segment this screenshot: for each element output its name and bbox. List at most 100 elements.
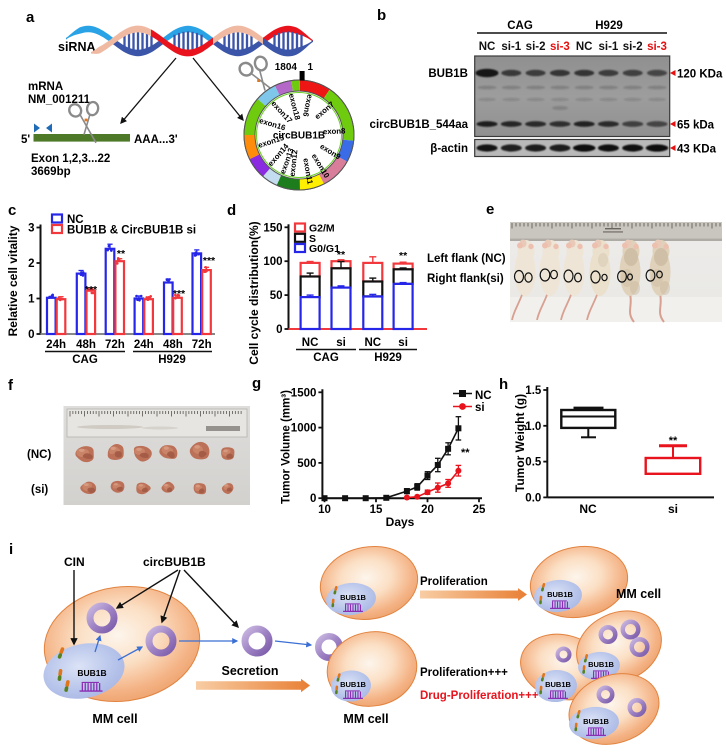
svg-text:0: 0	[28, 329, 34, 341]
svg-text:Relative cell vitality: Relative cell vitality	[6, 225, 20, 336]
svg-text:***: ***	[173, 288, 186, 300]
svg-text:43 KDa: 43 KDa	[677, 144, 717, 156]
svg-text:si-3: si-3	[647, 41, 667, 53]
svg-text:BUB1B: BUB1B	[583, 717, 609, 726]
svg-text:si-1: si-1	[501, 41, 521, 53]
svg-text:exon12: exon12	[288, 149, 300, 177]
svg-text:si-3: si-3	[550, 41, 570, 53]
svg-text:10: 10	[318, 504, 331, 516]
svg-text:Proliferation: Proliferation	[420, 576, 488, 588]
svg-text:d: d	[227, 202, 236, 219]
svg-text:BUB1B: BUB1B	[545, 680, 571, 689]
svg-text:(si): (si)	[31, 484, 48, 496]
svg-text:0: 0	[276, 324, 282, 336]
svg-text:si-2: si-2	[526, 41, 546, 53]
svg-text:h: h	[499, 376, 508, 393]
svg-text:BUB1B: BUB1B	[547, 590, 573, 599]
svg-text:BUB1B: BUB1B	[340, 680, 366, 689]
svg-text:120 KDa: 120 KDa	[677, 69, 723, 81]
svg-text:NC: NC	[576, 41, 593, 53]
svg-text:S: S	[309, 233, 316, 245]
svg-text:MM cell: MM cell	[616, 587, 661, 601]
svg-text:a: a	[26, 9, 35, 26]
svg-text:25: 25	[473, 504, 486, 516]
svg-text:**: **	[399, 250, 408, 262]
svg-text:BUB1B: BUB1B	[77, 668, 106, 678]
svg-text:circBUB1B_544aa: circBUB1B_544aa	[370, 119, 469, 131]
svg-text:si: si	[668, 502, 678, 516]
svg-text:circBUB1B: circBUB1B	[273, 131, 325, 142]
svg-text:**: **	[669, 435, 678, 447]
svg-text:24h: 24h	[134, 339, 154, 351]
svg-text:c: c	[8, 202, 16, 219]
svg-text:15: 15	[370, 504, 383, 516]
svg-text:H929: H929	[158, 354, 186, 366]
svg-text:H929: H929	[595, 20, 623, 32]
svg-text:si: si	[475, 402, 485, 414]
svg-text:**: **	[117, 248, 126, 260]
svg-text:si-1: si-1	[598, 41, 618, 53]
svg-text:NC: NC	[479, 41, 496, 53]
svg-text:exon8: exon8	[323, 126, 346, 136]
svg-text:i: i	[9, 541, 13, 558]
svg-text:H929: H929	[374, 352, 402, 364]
svg-text:CIN: CIN	[64, 555, 85, 569]
svg-text:BUB1B: BUB1B	[588, 660, 614, 669]
svg-text:72h: 72h	[105, 339, 125, 351]
svg-text:CAG: CAG	[313, 352, 339, 364]
svg-text:si: si	[398, 337, 408, 349]
svg-text:G2/M: G2/M	[309, 223, 335, 235]
svg-text:Drug-Proliferation+++: Drug-Proliferation+++	[420, 690, 539, 702]
svg-text:1: 1	[28, 294, 35, 306]
svg-text:NM_001211: NM_001211	[28, 94, 91, 106]
svg-text:48h: 48h	[163, 339, 183, 351]
svg-text:Secretion: Secretion	[222, 664, 279, 678]
svg-text:g: g	[252, 375, 261, 392]
svg-text:NC: NC	[302, 337, 319, 349]
svg-text:72h: 72h	[192, 339, 212, 351]
svg-text:3669bp: 3669bp	[31, 166, 71, 178]
svg-text:***: ***	[85, 284, 98, 296]
svg-text:**: **	[337, 249, 346, 261]
svg-text:1: 1	[308, 62, 314, 73]
svg-text:0.0: 0.0	[525, 492, 541, 504]
svg-text:3: 3	[28, 223, 34, 235]
svg-text:1500: 1500	[291, 387, 317, 399]
svg-text:si-2: si-2	[623, 41, 643, 53]
svg-text:BUB1B & CircBUB1B si: BUB1B & CircBUB1B si	[67, 225, 196, 237]
svg-text:BUB1B: BUB1B	[428, 68, 468, 80]
svg-text:150: 150	[263, 222, 282, 234]
svg-text:MM cell: MM cell	[92, 712, 137, 726]
svg-text:AAA...3': AAA...3'	[134, 134, 178, 146]
svg-text:Exon 1,2,3...22: Exon 1,2,3...22	[31, 153, 110, 165]
svg-text:2: 2	[28, 258, 34, 270]
svg-text:20: 20	[421, 504, 434, 516]
svg-text:Days: Days	[386, 515, 415, 529]
svg-text:mRNA: mRNA	[28, 81, 63, 93]
svg-text:b: b	[377, 7, 386, 24]
svg-text:NC: NC	[475, 390, 492, 402]
svg-text:NC: NC	[364, 337, 381, 349]
svg-text:0: 0	[310, 493, 316, 505]
svg-text:Left flank (NC): Left flank (NC)	[427, 253, 506, 265]
svg-text:24h: 24h	[46, 339, 66, 351]
svg-text:5': 5'	[21, 134, 30, 146]
svg-text:500: 500	[297, 458, 316, 470]
svg-text:NC: NC	[67, 214, 84, 226]
svg-text:f: f	[8, 377, 14, 394]
svg-text:NC: NC	[579, 502, 597, 516]
svg-text:G0/G1: G0/G1	[309, 243, 340, 255]
svg-text:siRNA: siRNA	[58, 40, 96, 54]
svg-text:CAG: CAG	[507, 20, 533, 32]
svg-text:**: **	[461, 447, 470, 459]
svg-text:circBUB1B: circBUB1B	[143, 555, 206, 569]
svg-text:1804: 1804	[275, 62, 298, 73]
svg-text:BUB1B: BUB1B	[340, 593, 366, 602]
svg-text:CAG: CAG	[72, 354, 98, 366]
svg-text:100: 100	[263, 256, 282, 268]
svg-text:50: 50	[270, 290, 283, 302]
svg-text:Cell cycle distribution(%): Cell cycle distribution(%)	[247, 221, 261, 364]
svg-text:Tumor Weight (g): Tumor Weight (g)	[513, 394, 527, 492]
svg-text:1.0: 1.0	[525, 421, 541, 433]
svg-text:1.5: 1.5	[525, 385, 542, 397]
